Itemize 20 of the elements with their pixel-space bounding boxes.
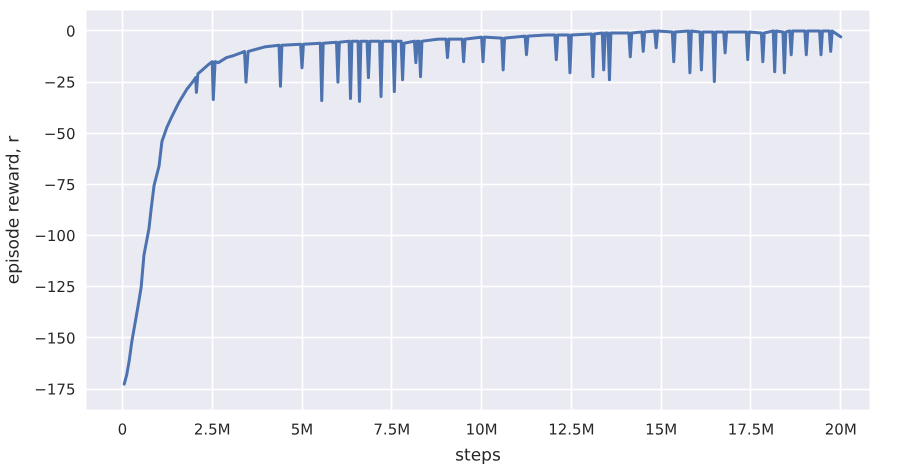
y-tick-label: −175 <box>34 380 76 399</box>
y-tick-label: 0 <box>66 22 76 40</box>
y-tick-label: −25 <box>44 74 76 92</box>
y-tick-label: −75 <box>44 176 76 194</box>
x-tick-label: 10M <box>466 420 498 438</box>
y-tick-label: −100 <box>34 227 76 246</box>
x-axis-title: steps <box>455 446 501 466</box>
x-tick-label: 15M <box>645 420 678 438</box>
y-tick-label: −150 <box>34 329 76 348</box>
y-axis-title: episode reward, r <box>3 136 24 284</box>
x-tick-label: 2.5M <box>194 420 231 438</box>
x-tick-label: 7.5M <box>373 420 410 438</box>
x-tick-label: 17.5M <box>728 420 774 438</box>
y-tick-label: −125 <box>34 278 76 296</box>
x-tick-label: 12.5M <box>548 420 595 438</box>
x-tick-label: 5M <box>290 420 314 438</box>
line-series <box>122 29 842 386</box>
x-tick-label: 0 <box>118 420 128 438</box>
y-tick-label: −50 <box>44 124 76 143</box>
x-tick-label: 20M <box>824 420 857 438</box>
